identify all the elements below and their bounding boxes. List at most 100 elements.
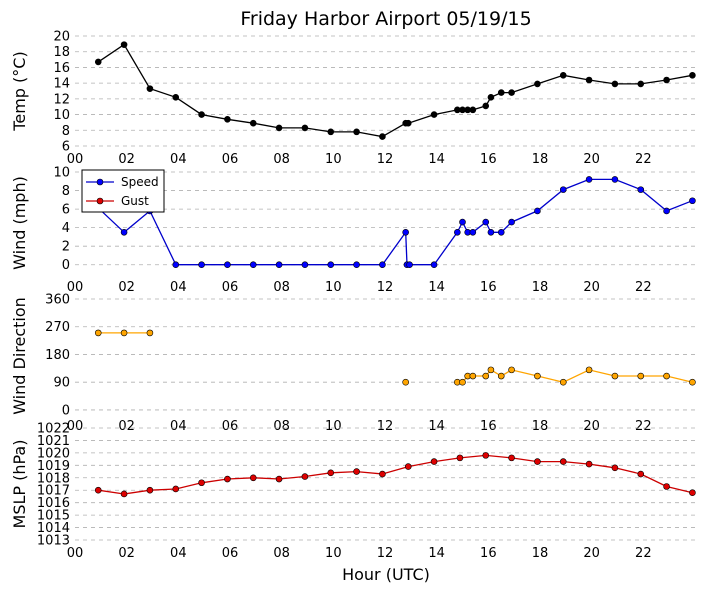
x-tick-label: 02 — [118, 546, 135, 561]
data-point — [275, 124, 283, 132]
x-tick-label: 10 — [325, 419, 342, 434]
y-tick-label: 2 — [62, 240, 70, 255]
data-point — [585, 176, 593, 183]
data-point — [508, 366, 515, 374]
data-point — [508, 218, 515, 226]
panel-3: 1013101410151016101710181019102010211022… — [10, 422, 696, 561]
data-point — [198, 111, 205, 118]
y-axis-label: MSLP (hPa) — [10, 440, 29, 529]
data-point — [611, 80, 619, 88]
data-point — [469, 372, 477, 380]
x-tick-label: 02 — [118, 152, 135, 167]
y-tick-label: 10 — [53, 108, 70, 123]
x-tick-label: 22 — [635, 546, 652, 561]
x-tick-label: 22 — [635, 152, 652, 167]
y-tick-label: 1014 — [37, 521, 70, 536]
data-point — [482, 452, 490, 459]
y-tick-label: 8 — [62, 184, 70, 199]
data-point — [275, 261, 283, 269]
data-point — [301, 124, 309, 132]
x-tick-label: 04 — [170, 546, 187, 561]
x-tick-label: 00 — [67, 152, 84, 167]
data-point — [120, 329, 128, 337]
y-tick-label: 180 — [45, 348, 70, 363]
data-point — [663, 207, 670, 215]
y-tick-label: 0 — [62, 258, 70, 273]
data-point — [611, 464, 619, 472]
data-point — [508, 89, 515, 96]
legend-marker — [96, 178, 104, 186]
y-tick-label: 1016 — [37, 496, 70, 511]
x-tick-label: 20 — [583, 280, 600, 295]
y-axis-label: Wind (mph) — [10, 176, 29, 270]
legend-box — [81, 169, 165, 213]
data-point — [497, 372, 505, 380]
x-tick-label: 06 — [222, 152, 239, 167]
panel-2: 0 90 180 270 360 00 02 04 06 08 10 12 14 16 18 20 22 Wind… — [10, 293, 696, 434]
series-line — [97, 43, 693, 138]
legend-marker — [96, 197, 104, 205]
data-point — [689, 378, 696, 386]
data-point — [172, 485, 180, 493]
data-point — [379, 133, 386, 140]
series-line — [90, 178, 693, 266]
data-point — [404, 463, 412, 470]
y-tick-label: 1015 — [37, 509, 70, 524]
x-tick-label: 12 — [377, 546, 394, 561]
data-point — [611, 176, 619, 183]
y-tick-label: 14 — [53, 77, 70, 92]
data-point — [534, 372, 541, 380]
legend-label: Speed — [121, 175, 159, 189]
data-point — [379, 470, 386, 478]
data-point — [469, 228, 477, 236]
data-point — [198, 479, 205, 487]
legend-label: Gust — [121, 194, 149, 208]
y-tick-label: 12 — [53, 92, 70, 107]
x-axis-label: Hour (UTC) — [342, 565, 430, 584]
data-point — [94, 329, 102, 337]
y-axis-label: Temp (°C) — [10, 51, 29, 131]
x-tick-label: 10 — [325, 152, 342, 167]
data-point — [120, 490, 128, 498]
y-tick-label: 1020 — [37, 446, 70, 461]
data-point — [559, 71, 567, 79]
data-point — [327, 261, 335, 269]
data-point — [275, 475, 283, 483]
data-point — [249, 261, 257, 269]
data-point — [224, 475, 231, 483]
x-tick-label: 18 — [532, 152, 549, 167]
y-tick-label: 16 — [53, 61, 70, 76]
series-line — [98, 454, 693, 495]
data-point — [249, 119, 257, 127]
y-tick-label: 1013 — [37, 534, 70, 549]
data-point — [611, 372, 619, 380]
x-tick-label: 12 — [377, 152, 394, 167]
x-tick-label: 16 — [480, 419, 497, 434]
data-point — [482, 102, 490, 110]
data-point — [559, 378, 567, 386]
data-point — [94, 58, 102, 66]
data-point — [585, 366, 593, 374]
data-point — [224, 115, 231, 123]
data-point — [469, 106, 477, 114]
data-point — [689, 489, 696, 497]
data-point — [637, 470, 645, 478]
data-point — [637, 80, 645, 88]
x-tick-label: 18 — [532, 280, 549, 295]
x-tick-label: 08 — [273, 419, 290, 434]
data-point — [172, 93, 180, 101]
x-tick-label: 06 — [222, 546, 239, 561]
data-point — [459, 378, 466, 386]
x-tick-label: 20 — [583, 419, 600, 434]
data-point — [487, 366, 495, 374]
data-point — [459, 218, 466, 226]
data-point — [146, 329, 154, 337]
data-point — [454, 228, 461, 236]
data-point — [663, 76, 670, 84]
x-tick-label: 08 — [273, 280, 290, 295]
data-point — [534, 458, 541, 465]
data-point — [430, 261, 438, 269]
